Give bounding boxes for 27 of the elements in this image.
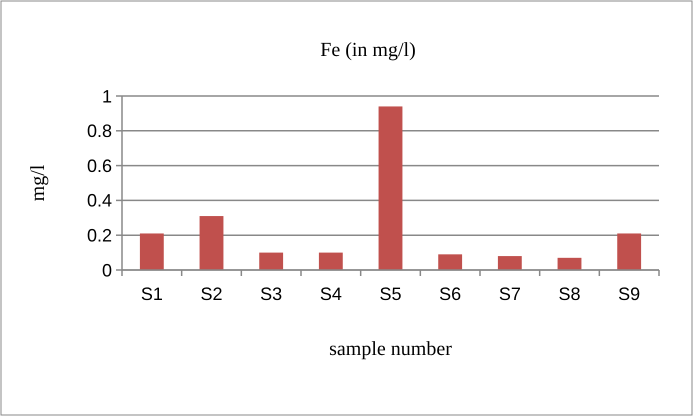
bar (617, 233, 642, 270)
bar (378, 106, 402, 270)
y-tick-label: 1 (102, 86, 112, 106)
bar (200, 216, 224, 270)
x-tick-label: S7 (498, 284, 521, 304)
x-tick-label: S9 (618, 284, 640, 304)
y-tick-label: 0.8 (86, 121, 112, 142)
x-tick-label: S6 (439, 284, 462, 304)
y-tick-label: 0.2 (86, 226, 112, 246)
x-tick-label: S4 (320, 284, 342, 304)
y-tick-label: 0 (102, 260, 112, 280)
bar (318, 252, 343, 270)
y-axis-title: mg/l (27, 164, 49, 202)
bar (498, 256, 522, 270)
bar (140, 233, 164, 270)
bar (259, 252, 284, 270)
y-tick-label: 0.6 (86, 156, 112, 176)
x-tick-label: S1 (140, 284, 163, 304)
y-tick-label: 0.4 (86, 190, 112, 211)
bar (558, 258, 582, 270)
x-tick-label: S3 (260, 284, 282, 304)
x-tick-label: S5 (379, 284, 402, 304)
x-tick-label: S8 (558, 284, 581, 304)
chart-title: Fe (in mg/l) (320, 39, 416, 61)
x-axis-title: sample number (329, 338, 452, 360)
x-tick-label: S2 (200, 284, 223, 304)
bar (438, 254, 462, 270)
